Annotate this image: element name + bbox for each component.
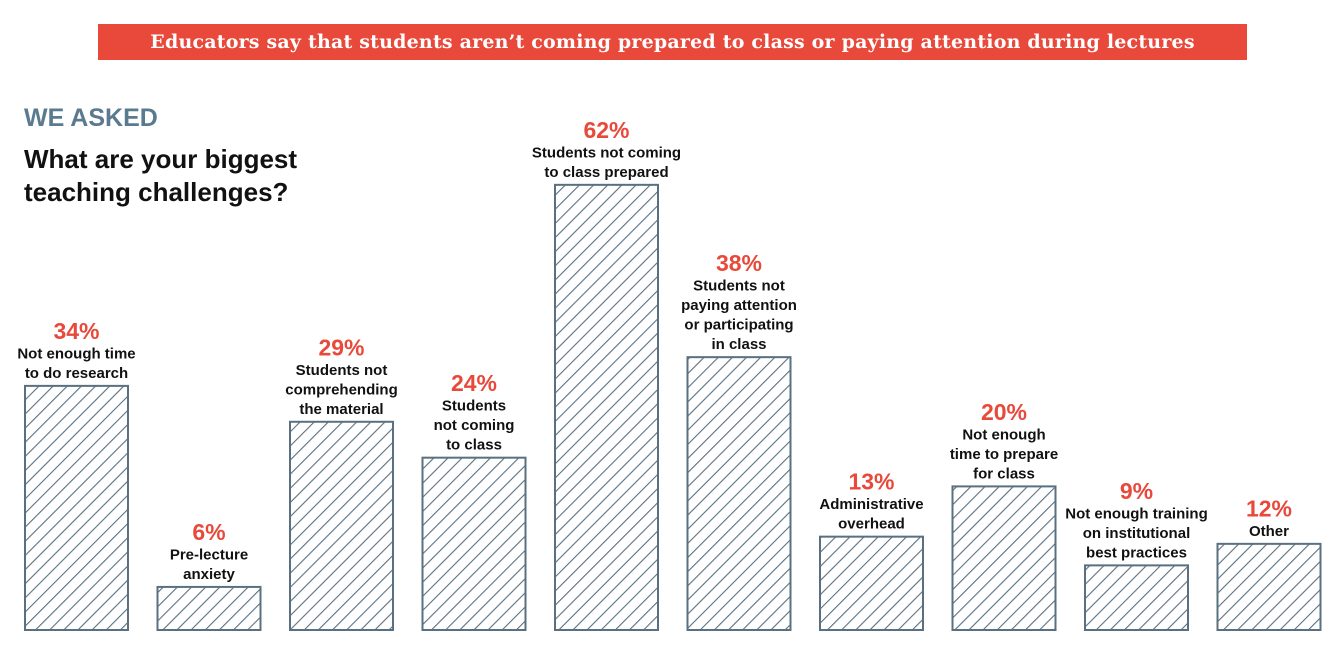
category-label: Not enough time	[17, 345, 135, 362]
value-label: 12%	[1246, 495, 1292, 521]
value-label: 9%	[1120, 478, 1153, 504]
survey-question: What are your biggest teaching challenge…	[24, 144, 298, 207]
value-label: 29%	[318, 334, 364, 360]
category-label: Not enough	[962, 426, 1045, 443]
category-label: or participating	[684, 317, 793, 334]
category-label: Students	[442, 398, 506, 415]
bar	[554, 183, 659, 631]
category-label: Students not	[693, 278, 785, 295]
bars-layer: Not enough time to do research 34% Pre-lect…	[17, 117, 1322, 632]
bar	[24, 384, 129, 631]
category-label: Pre-lecture	[170, 546, 248, 563]
bar	[421, 456, 527, 631]
category-label: time to prepare	[950, 446, 1058, 463]
category-label: on institutional	[1083, 525, 1190, 542]
category-label: for class	[973, 465, 1035, 482]
headline-text: Educators say that students aren’t comin…	[150, 31, 1195, 53]
value-label: 6%	[192, 519, 225, 545]
category-label: paying attention	[681, 297, 797, 314]
category-label: comprehending	[285, 381, 398, 398]
bar	[686, 356, 792, 631]
category-label: Students not coming	[532, 144, 681, 161]
value-label: 62%	[583, 117, 629, 143]
bar	[1216, 542, 1322, 632]
category-label: anxiety	[183, 566, 235, 583]
value-label: 24%	[451, 370, 497, 396]
category-label: in class	[711, 336, 766, 353]
bar	[289, 420, 394, 631]
value-label: 34%	[53, 318, 99, 344]
bar	[819, 535, 924, 631]
category-label: to class	[446, 437, 502, 454]
headline-banner: Educators say that students aren’t comin…	[98, 24, 1247, 60]
category-label: to do research	[25, 365, 128, 382]
eyebrow-label: WE ASKED	[24, 104, 158, 132]
category-label: not coming	[434, 417, 515, 434]
category-label: Administrative	[819, 496, 923, 513]
category-label: best practices	[1086, 544, 1187, 561]
category-label: overhead	[838, 516, 905, 533]
bar	[951, 485, 1057, 631]
category-label: Students not	[296, 362, 388, 379]
category-label: Other	[1249, 523, 1289, 540]
value-label: 20%	[981, 399, 1027, 425]
category-label: the material	[299, 401, 383, 418]
bar	[156, 585, 262, 631]
category-label: to class prepared	[544, 164, 668, 181]
value-label: 13%	[848, 469, 894, 495]
category-label: Not enough training	[1065, 505, 1207, 522]
bar	[1084, 564, 1189, 632]
value-label: 38%	[716, 250, 762, 276]
